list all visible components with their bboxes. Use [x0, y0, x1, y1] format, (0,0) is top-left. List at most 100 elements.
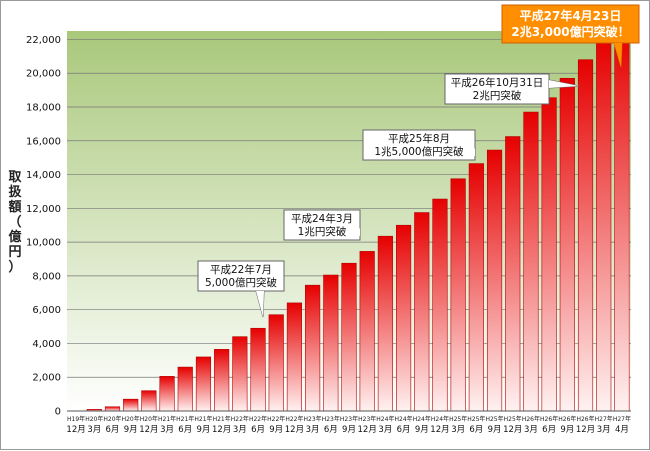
callout-text: 1兆円突破 [298, 225, 347, 238]
x-tick-era: H26年 [522, 415, 540, 423]
x-tick-month: 9月 [560, 425, 574, 435]
x-tick-month: 9月 [342, 425, 356, 435]
x-tick-era: H21年 [213, 415, 231, 423]
x-tick-month: 9月 [196, 425, 210, 435]
x-tick-month: 6月 [469, 425, 483, 435]
x-tick-month: 3月 [524, 425, 538, 435]
x-tick-month: 6月 [542, 425, 556, 435]
y-tick-label: 16,000 [26, 136, 61, 147]
bar [486, 149, 503, 412]
x-tick-month: 3月 [306, 425, 320, 435]
bar [268, 314, 284, 412]
x-tick-era: H24年 [413, 415, 431, 423]
x-tick-era: H26年 [558, 415, 576, 423]
x-tick-era: H22年 [249, 415, 267, 423]
x-tick-month: 9月 [269, 425, 283, 435]
bar [577, 59, 594, 412]
callout-box [501, 4, 640, 44]
y-tick-label: 10,000 [26, 238, 61, 249]
callout-text: 平成22年7月 [210, 263, 272, 276]
x-tick-era: H23年 [322, 415, 340, 423]
callout-pointer-cover [549, 80, 579, 88]
bar-series [86, 33, 630, 412]
callout-box [283, 209, 361, 241]
x-tick-month: 12月 [503, 425, 522, 435]
x-tick-month: 12月 [430, 425, 449, 435]
bar [432, 198, 448, 412]
y-tick-label: 6,000 [32, 305, 61, 316]
callout-pointer-cover [256, 291, 264, 317]
x-tick-era: H25年 [485, 415, 503, 423]
bar [214, 349, 230, 412]
callout-text: 平成24年3月 [291, 212, 353, 225]
x-tick-era: H24年 [395, 415, 413, 423]
x-tick-month: 3月 [233, 425, 247, 435]
x-tick-labels: H19年12月H20年3月H20年6月H20年9月H20年12月H21年3月H2… [66, 415, 631, 435]
x-tick-era: H22年 [267, 415, 285, 423]
x-tick-month: 12月 [139, 425, 158, 435]
x-tick-era: H26年 [576, 415, 594, 423]
y-tick-label: 8,000 [32, 271, 61, 282]
bar [286, 302, 302, 412]
x-tick-era: H20年 [103, 415, 121, 423]
bar [305, 284, 321, 412]
callout-pointer-cover [471, 148, 475, 157]
bar [414, 212, 430, 412]
x-tick-era: H22年 [285, 415, 303, 423]
x-tick-month: 12月 [358, 425, 377, 435]
bar [123, 398, 139, 412]
bar [195, 356, 212, 412]
y-tick-label: 0 [55, 407, 61, 418]
x-tick-era: H21年 [176, 415, 194, 423]
x-tick-month: 12月 [285, 425, 304, 435]
y-axis-label: 取扱額（億円） [7, 170, 22, 275]
callout-text: 2兆円突破 [473, 89, 522, 102]
callout-text: 5,000億円突破 [205, 276, 278, 289]
x-tick-month: 12月 [212, 425, 231, 435]
bar [505, 136, 521, 412]
callout-pointer-cover [356, 228, 360, 236]
x-tick-month: 3月 [160, 425, 174, 435]
x-tick-era: H21年 [194, 415, 212, 423]
x-tick-month: 12月 [576, 425, 595, 435]
x-tick-month: 3月 [378, 425, 392, 435]
callout-text: 1兆5,000億円突破 [374, 145, 464, 158]
x-tick-era: H27年 [595, 415, 613, 423]
x-tick-era: H20年 [85, 415, 103, 423]
x-tick-era: H21年 [158, 415, 176, 423]
bar [396, 224, 412, 412]
x-tick-month: 9月 [415, 425, 429, 435]
x-tick-era: H24年 [431, 415, 449, 423]
x-tick-era: H25年 [467, 415, 485, 423]
callout-text: 平成27年4月23日 [520, 8, 622, 23]
y-tick-label: 2,000 [32, 373, 61, 384]
callout-box [197, 260, 285, 292]
callout-text: 平成26年10月31日 [451, 76, 544, 89]
x-tick-era: H23年 [358, 415, 376, 423]
x-tick-month: 3月 [597, 425, 611, 435]
y-tick-labels: 0 2,000 4,000 6,000 8,000 10,000 12,000 14,000 1… [26, 35, 61, 418]
bar [141, 390, 157, 412]
x-tick-era: H27年 [613, 415, 631, 423]
x-tick-era: H22年 [231, 415, 249, 423]
x-tick-month: 9月 [488, 425, 502, 435]
callout-text: 平成25年8月 [388, 132, 450, 145]
x-tick-month: 6月 [178, 425, 192, 435]
y-tick-label: 20,000 [26, 69, 61, 80]
x-tick-era: H25年 [449, 415, 467, 423]
bar [159, 376, 175, 412]
x-tick-month: 9月 [124, 425, 138, 435]
bar [614, 33, 630, 412]
bar [468, 163, 484, 412]
callout-text: 2兆3,000億円突破！ [511, 24, 629, 39]
x-tick-era: H20年 [140, 415, 158, 423]
x-tick-era: H23年 [304, 415, 322, 423]
bar [523, 111, 539, 412]
